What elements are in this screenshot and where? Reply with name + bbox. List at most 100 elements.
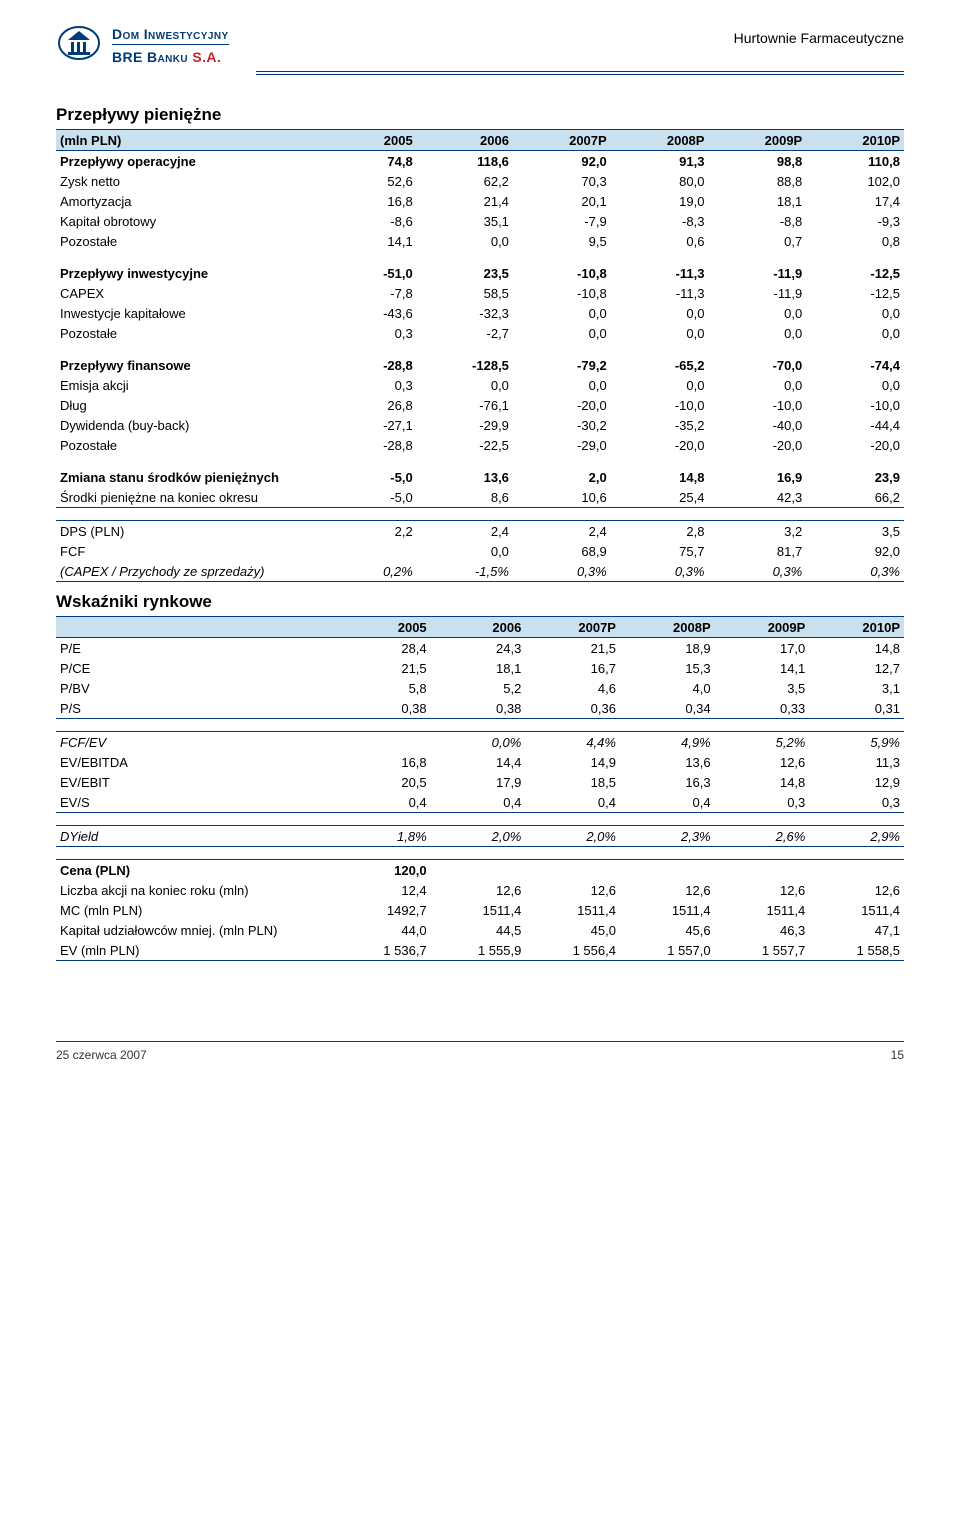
cell-value — [715, 860, 810, 881]
table-row: FCF0,068,975,781,792,0 — [56, 541, 904, 561]
cell-value: 12,6 — [431, 880, 526, 900]
cell-value: 3,2 — [708, 521, 806, 542]
table-row: Amortyzacja16,821,420,119,018,117,4 — [56, 191, 904, 211]
logo-line1-b: Inwestycyjny — [144, 26, 229, 42]
cell-value: 1 558,5 — [809, 940, 904, 961]
logo-line2-a: BRE Banku — [112, 49, 192, 65]
cell-value: 2,3% — [620, 826, 715, 847]
cell-value: 3,5 — [806, 521, 904, 542]
cell-value — [336, 732, 431, 753]
cell-value: 1 557,7 — [715, 940, 810, 961]
section2-title: Wskaźniki rynkowe — [56, 592, 904, 612]
ratios-table: 2005 2006 2007P 2008P 2009P 2010P P/E28,… — [56, 616, 904, 961]
cell-value: 0,0 — [417, 541, 513, 561]
col-2009: 2009P — [708, 130, 806, 151]
cell-value: 12,6 — [715, 880, 810, 900]
cell-value: -10,0 — [806, 395, 904, 415]
table-row: P/BV5,85,24,64,03,53,1 — [56, 678, 904, 698]
cell-value: -30,2 — [513, 415, 611, 435]
cell-value: -43,6 — [336, 303, 417, 323]
cell-value: -11,9 — [708, 283, 806, 303]
cell-value: 68,9 — [513, 541, 611, 561]
col-label: (mln PLN) — [56, 130, 336, 151]
cell-value: 16,3 — [620, 772, 715, 792]
cell-value: 17,9 — [431, 772, 526, 792]
table-row: FCF/EV0,0%4,4%4,9%5,2%5,9% — [56, 732, 904, 753]
cell-value: 16,8 — [336, 752, 431, 772]
cell-value: 0,3 — [336, 323, 417, 343]
logo-line2-sa: S.A. — [192, 49, 221, 65]
cell-value: 0,3 — [809, 792, 904, 813]
table-row — [56, 847, 904, 860]
cell-value: 4,4% — [525, 732, 620, 753]
cell-value: 19,0 — [611, 191, 709, 211]
table-row: Cena (PLN)120,0 — [56, 860, 904, 881]
table-row: P/S0,380,380,360,340,330,31 — [56, 698, 904, 719]
col-2010: 2010P — [809, 617, 904, 638]
col-2010: 2010P — [806, 130, 904, 151]
cell-value: 4,0 — [620, 678, 715, 698]
cell-value: 23,9 — [806, 467, 904, 487]
cell-value: -44,4 — [806, 415, 904, 435]
cell-value: 102,0 — [806, 171, 904, 191]
col-label — [56, 617, 336, 638]
row-label: (CAPEX / Przychody ze sprzedaży) — [56, 561, 336, 582]
cell-value: 11,3 — [809, 752, 904, 772]
logo-rule — [112, 44, 229, 45]
cell-value: 98,8 — [708, 151, 806, 172]
cell-value: 12,7 — [809, 658, 904, 678]
cell-value — [809, 860, 904, 881]
cell-value: 0,0 — [611, 303, 709, 323]
cell-value: -22,5 — [417, 435, 513, 455]
col-2007: 2007P — [525, 617, 620, 638]
cell-value: -10,0 — [611, 395, 709, 415]
cell-value: 12,6 — [620, 880, 715, 900]
col-2009: 2009P — [715, 617, 810, 638]
row-label: P/S — [56, 698, 336, 719]
table-row: DPS (PLN)2,22,42,42,83,23,5 — [56, 521, 904, 542]
cell-value: 0,4 — [336, 792, 431, 813]
cell-value: 25,4 — [611, 487, 709, 508]
cell-value: 14,8 — [715, 772, 810, 792]
row-label: FCF — [56, 541, 336, 561]
cell-value: -35,2 — [611, 415, 709, 435]
cell-value: 2,0% — [525, 826, 620, 847]
cell-value: -10,8 — [513, 283, 611, 303]
cell-value: 5,2% — [715, 732, 810, 753]
cell-value: -2,7 — [417, 323, 513, 343]
cell-value: 0,4 — [620, 792, 715, 813]
cell-value: 0,38 — [431, 698, 526, 719]
cell-value: -76,1 — [417, 395, 513, 415]
cell-value: 9,5 — [513, 231, 611, 251]
cell-value: 8,6 — [417, 487, 513, 508]
cell-value: 1511,4 — [620, 900, 715, 920]
row-label: Inwestycje kapitałowe — [56, 303, 336, 323]
cell-value: 0,3% — [806, 561, 904, 582]
cell-value: 52,6 — [336, 171, 417, 191]
logo-text: Dom Inwestycyjny BRE Banku S.A. — [112, 26, 229, 65]
cell-value: 0,3% — [513, 561, 611, 582]
logo-line1-a: Dom — [112, 26, 144, 42]
cell-value: 0,3% — [708, 561, 806, 582]
row-label: Przepływy finansowe — [56, 355, 336, 375]
col-2006: 2006 — [417, 130, 513, 151]
cell-value: -79,2 — [513, 355, 611, 375]
cell-value: -28,8 — [336, 435, 417, 455]
logo-block: Dom Inwestycyjny BRE Banku S.A. — [56, 24, 229, 67]
table-row: Środki pieniężne na koniec okresu-5,08,6… — [56, 487, 904, 508]
col-2006: 2006 — [431, 617, 526, 638]
cell-value: 18,1 — [708, 191, 806, 211]
cell-value: -10,0 — [708, 395, 806, 415]
cell-value: 12,9 — [809, 772, 904, 792]
cell-value: -8,3 — [611, 211, 709, 231]
cell-value: 4,6 — [525, 678, 620, 698]
row-label: EV/EBITDA — [56, 752, 336, 772]
col-2008: 2008P — [611, 130, 709, 151]
col-2005: 2005 — [336, 130, 417, 151]
cell-value: -8,8 — [708, 211, 806, 231]
cell-value: 5,2 — [431, 678, 526, 698]
table-row: Kapitał obrotowy-8,635,1-7,9-8,3-8,8-9,3 — [56, 211, 904, 231]
cell-value: 35,1 — [417, 211, 513, 231]
cell-value: 120,0 — [336, 860, 431, 881]
cell-value: 0,0% — [431, 732, 526, 753]
